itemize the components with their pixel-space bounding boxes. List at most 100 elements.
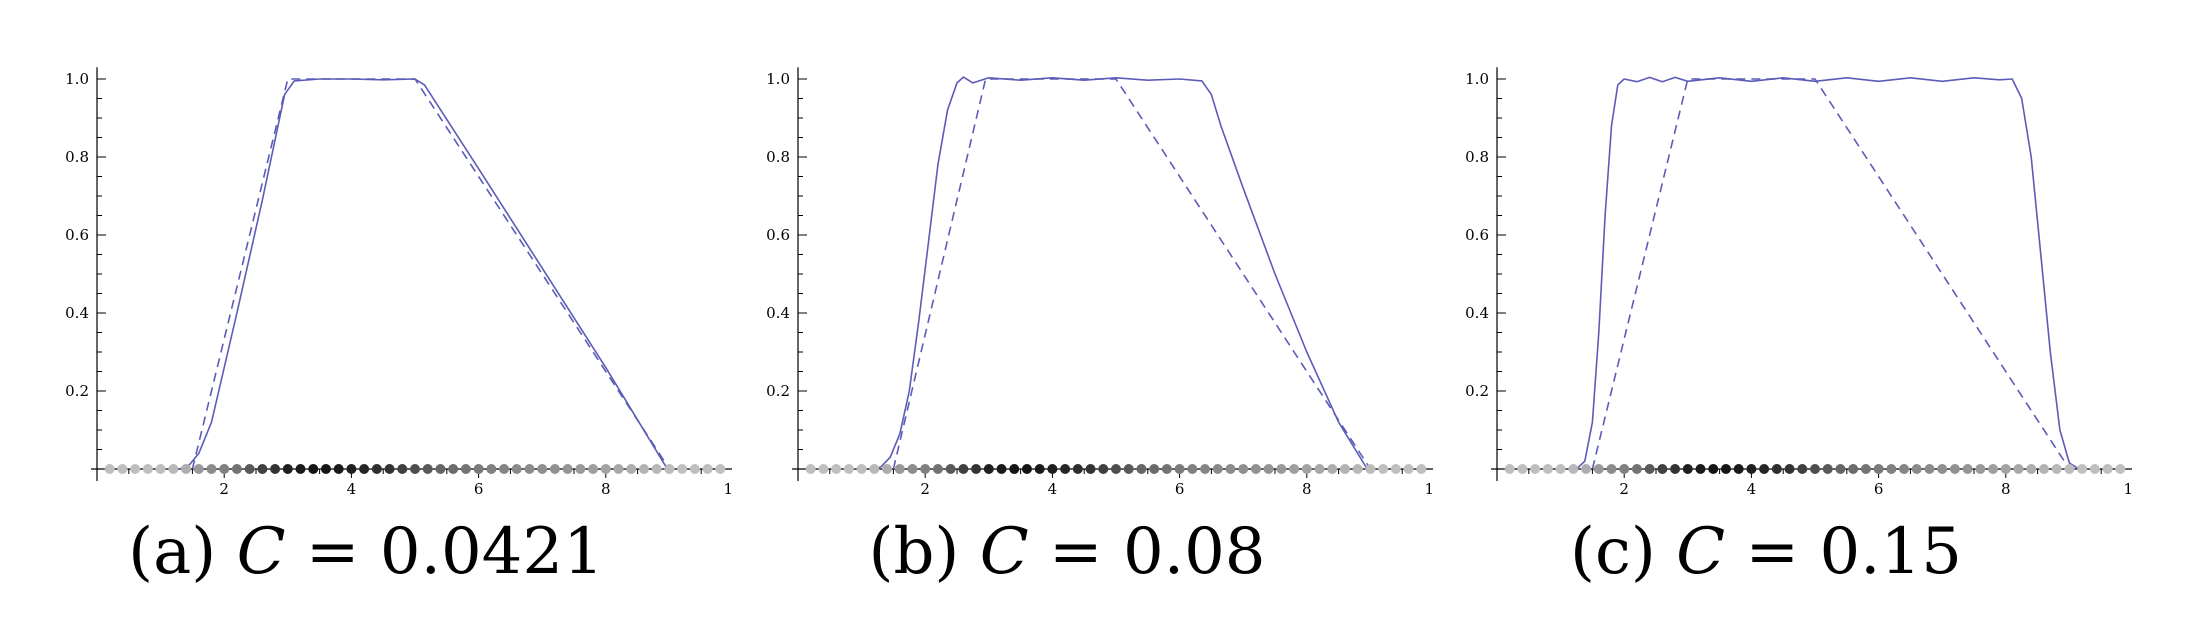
sample-point [181, 464, 192, 474]
sample-point [1644, 464, 1655, 474]
caption-b: (b) C = 0.08 [701, 515, 1433, 589]
x-tick-label: 6 [1874, 480, 1884, 498]
sample-point [1631, 464, 1642, 474]
sample-point [1619, 464, 1630, 474]
sample-point [499, 464, 510, 474]
sample-point [856, 464, 867, 474]
sample-point [1911, 464, 1922, 474]
sample-point [958, 464, 969, 474]
sample-point [1759, 464, 1770, 474]
sample-point [1530, 464, 1541, 474]
caption-variable: C [1676, 515, 1726, 589]
sample-point [1797, 464, 1808, 474]
x-tick-label: 6 [1175, 480, 1185, 498]
sample-point [1212, 464, 1223, 474]
sample-point [168, 464, 179, 474]
sample-point [1378, 464, 1389, 474]
sample-point [1085, 464, 1096, 474]
sample-point [1225, 464, 1236, 474]
sample-point [1098, 464, 1109, 474]
caption-equals: = [1049, 515, 1103, 589]
sample-point [626, 464, 637, 474]
sample-point [219, 464, 230, 474]
caption-variable: C [979, 515, 1029, 589]
sample-point [1771, 464, 1782, 474]
sample-point [1187, 464, 1198, 474]
sample-point [818, 464, 829, 474]
sample-point [1848, 464, 1859, 474]
sample-point [600, 464, 611, 474]
sample-point [1899, 464, 1910, 474]
sample-point [1949, 464, 1960, 474]
y-tick-label: 1.0 [65, 70, 89, 88]
sample-point [1174, 464, 1185, 474]
y-tick-label: 0.6 [1465, 226, 1489, 244]
sample-point [1149, 464, 1160, 474]
caption-variable: C [236, 515, 286, 589]
sample-point [1695, 464, 1706, 474]
sample-point [1708, 464, 1719, 474]
caption-equals: = [1745, 515, 1800, 589]
sample-point [1263, 464, 1274, 474]
sample-point [2026, 464, 2037, 474]
sample-point [1860, 464, 1871, 474]
x-tick-label: 4 [347, 480, 357, 498]
sample-point [193, 464, 204, 474]
sample-point [677, 464, 688, 474]
sample-point [1314, 464, 1325, 474]
y-tick-label: 0.8 [1465, 148, 1489, 166]
target-curve-dashed [1591, 78, 2071, 470]
panel-b: 2 4 6 8 10 0.2 0.4 0.6 0.8 1.0 (b) C = 0.08 [701, 0, 1433, 617]
sample-point [1517, 464, 1528, 474]
sample-point [1784, 464, 1795, 474]
panel-a: 2 4 6 8 10 0.2 0.4 0.6 0.8 1.0 (a) C = 0.0421 [0, 0, 732, 617]
y-tick-label: 0.6 [766, 226, 790, 244]
sample-point [983, 464, 994, 474]
x-tick-label: 6 [474, 480, 484, 498]
sample-point [1606, 464, 1617, 474]
sample-point [142, 464, 153, 474]
sample-point [613, 464, 624, 474]
sample-point [562, 464, 573, 474]
sample-point [473, 464, 484, 474]
approximation-curve [870, 76, 1374, 470]
sample-point [932, 464, 943, 474]
sample-point [664, 464, 675, 474]
sample-point [588, 464, 599, 474]
sample-point [1568, 464, 1579, 474]
sample-point [1962, 464, 1973, 474]
sample-point [1060, 464, 1071, 474]
sample-point [1136, 464, 1147, 474]
sample-point [448, 464, 459, 474]
sample-point [384, 464, 395, 474]
sample-point [320, 464, 331, 474]
sample-point [282, 464, 293, 474]
y-tick-label: 0.4 [1465, 304, 1489, 322]
sample-point [1746, 464, 1757, 474]
caption-label: (b) [868, 515, 960, 589]
sample-point [1886, 464, 1897, 474]
sample-point [689, 464, 700, 474]
sample-point [130, 464, 141, 474]
sample-point [1720, 464, 1731, 474]
sample-point [104, 464, 115, 474]
sample-point [1289, 464, 1300, 474]
y-tick-label: 0.2 [65, 382, 89, 400]
sample-point [1542, 464, 1553, 474]
sample-point [270, 464, 281, 474]
sample-point [117, 464, 128, 474]
sample-point [346, 464, 357, 474]
chart-b: 2 4 6 8 10 0.2 0.4 0.6 0.8 1.0 [766, 67, 1433, 498]
sample-point [1327, 464, 1338, 474]
sample-point [2038, 464, 2049, 474]
sample-point [1009, 464, 1020, 474]
sample-point [524, 464, 535, 474]
sample-point [206, 464, 217, 474]
sample-point [1670, 464, 1681, 474]
sample-point [869, 464, 880, 474]
sample-point [715, 464, 726, 474]
sample-point [907, 464, 918, 474]
sample-point [2115, 464, 2126, 474]
y-tick-label: 0.8 [766, 148, 790, 166]
sample-point [1390, 464, 1401, 474]
